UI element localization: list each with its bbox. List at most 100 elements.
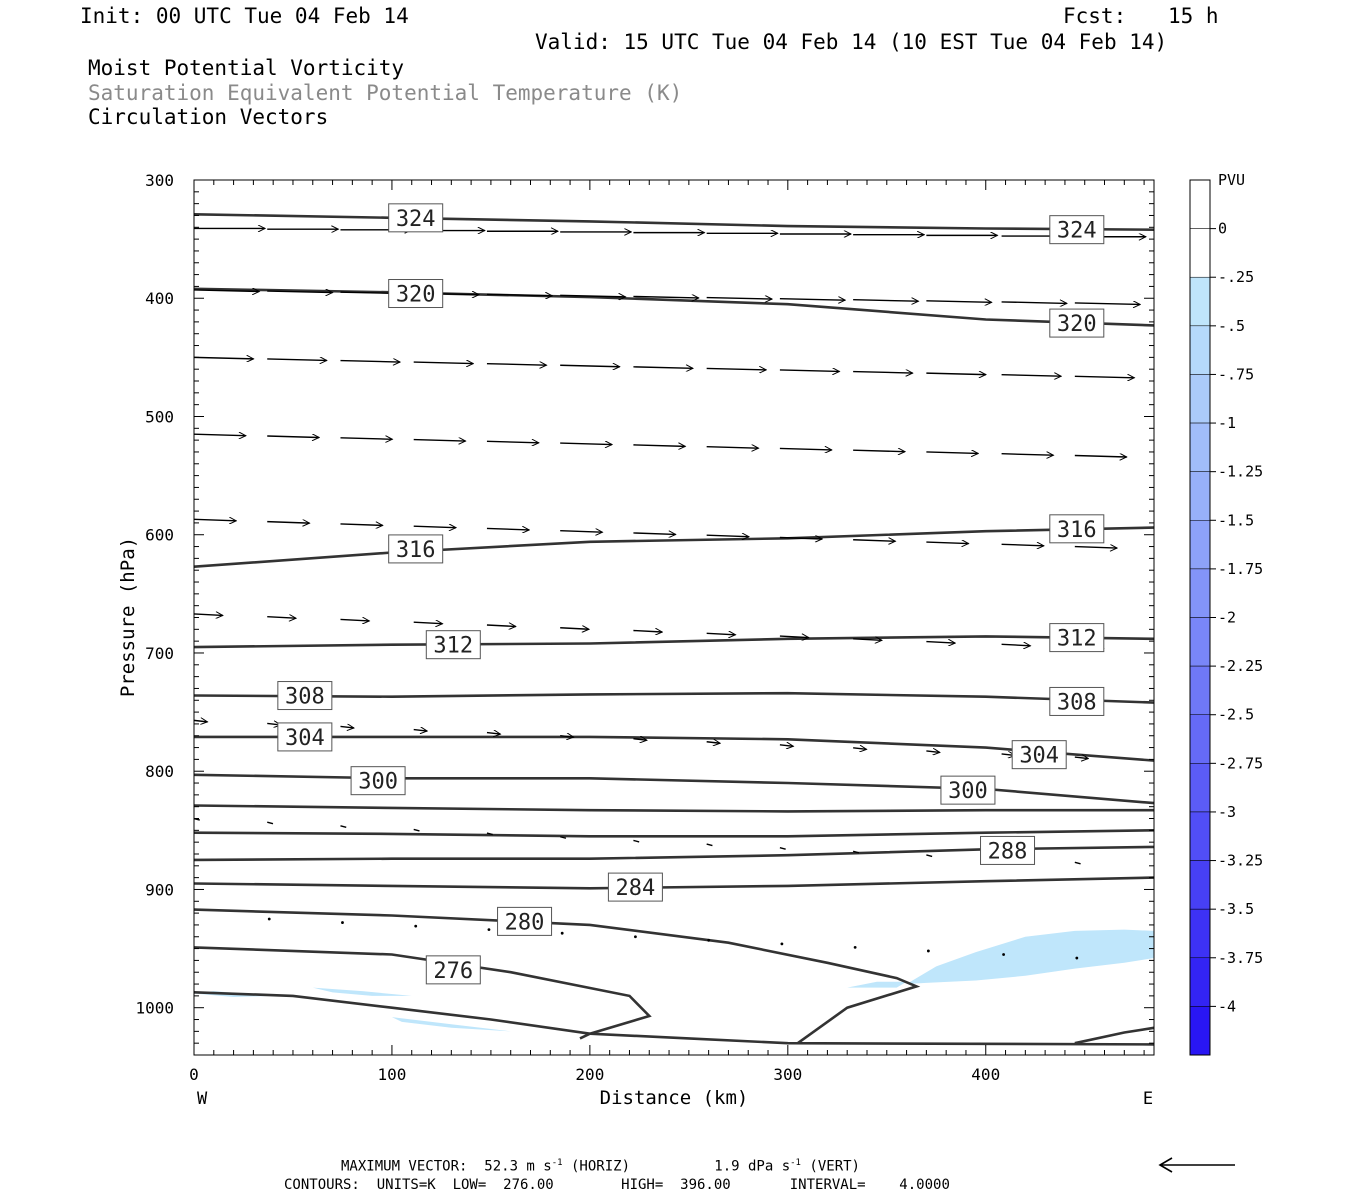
contour-label: 300 [948, 779, 988, 804]
colorbar-label: -1.25 [1218, 463, 1263, 481]
circulation-vector [1001, 644, 1031, 646]
contour-label: 308 [1057, 690, 1097, 715]
circulation-vector [267, 522, 309, 524]
circulation-vector [413, 828, 420, 832]
contour-label: 276 [433, 959, 473, 984]
contour-label-box [1049, 514, 1105, 544]
colorbar-segment [1189, 568, 1211, 618]
max-vector-text: MAXIMUM VECTOR: 52.3 m s-1 (HORIZ) 1.9 d… [341, 1158, 860, 1175]
circulation-vector [706, 447, 759, 449]
contour-label-box [980, 835, 1036, 865]
colorbar-segment [1189, 860, 1211, 910]
circulation-vector [560, 531, 602, 533]
circulation-vector [779, 636, 809, 638]
colorbar-label: -.5 [1218, 317, 1245, 335]
contour-label: 324 [396, 207, 436, 232]
pv-shade-region [847, 981, 907, 988]
colorbar-segment [1189, 665, 1211, 715]
circulation-vector [779, 448, 832, 450]
plot-frame [193, 179, 1155, 1056]
contour-label: 320 [1057, 312, 1097, 337]
circulation-vector [1001, 544, 1044, 546]
colorbar-label: -2.25 [1218, 657, 1263, 675]
circulation-vector [706, 535, 749, 537]
contour-label-box [1049, 308, 1105, 338]
colorbar-segment [1189, 179, 1211, 229]
circulation-vector [706, 298, 772, 300]
theta-e-contour-line [193, 287, 1155, 327]
circulation-vector [779, 537, 822, 539]
circulation-vector [267, 436, 319, 438]
contour-label: 288 [988, 839, 1028, 864]
x-tick-label: 400 [971, 1065, 1000, 1084]
circulation-vector [340, 361, 400, 363]
vector-dot [487, 928, 491, 932]
colorbar-segment [1189, 714, 1211, 764]
circulation-vector [340, 726, 353, 728]
axis-labels: Distance (km) Pressure (hPa) W E 300 400 5… [117, 171, 1153, 1109]
circulation-vector [926, 854, 933, 858]
contour-label: 312 [433, 634, 473, 659]
circulation-vector [1001, 302, 1067, 304]
colorbar-segment [1189, 325, 1211, 375]
vector-dot [414, 924, 418, 928]
colorbar: PVU 0 -.25 -.5 -.75 -1 -1.25 -1.5 -1.75 -2 -2.25 -2… [1189, 171, 1263, 1056]
circulation-vector [560, 836, 567, 839]
theta-e-contour-line [193, 773, 1155, 805]
colorbar-segment [1189, 374, 1211, 424]
pv-shading [194, 929, 1154, 1032]
circulation-vector [779, 299, 845, 301]
circulation-vector [779, 745, 793, 747]
x-tick-label: 200 [575, 1065, 604, 1084]
field-title-thetae: Saturation Equivalent Potential Temperat… [88, 81, 683, 105]
circulation-vector [340, 438, 392, 440]
circulation-vector [926, 373, 986, 375]
pv-shade-region [312, 987, 412, 996]
theta-e-contour-line [1074, 1026, 1155, 1045]
circulation-vector [486, 528, 529, 530]
circulation-vector [779, 847, 786, 850]
theta-e-contour-line [193, 804, 1154, 813]
circulation-vector [853, 639, 882, 641]
x-tick-label: 0 [189, 1065, 199, 1084]
y-tick-label: 800 [145, 762, 174, 781]
colorbar-label: -1 [1218, 414, 1236, 432]
contour-labels: 324 324 320 320 316 316 312 312 308 308 304 304 300 3… [277, 203, 1105, 985]
circulation-vector [926, 542, 968, 544]
colorbar-unit: PVU [1218, 171, 1245, 189]
vector-dot [267, 917, 271, 921]
circulation-vector [852, 850, 860, 854]
y-tick-label: 700 [145, 644, 174, 663]
circulation-vector [633, 367, 693, 369]
circulation-vector [853, 450, 905, 452]
circulation-vector [267, 821, 274, 825]
contour-label-box [388, 279, 444, 309]
contour-label: 300 [358, 770, 398, 795]
contour-label-box [1049, 623, 1105, 653]
colorbar-segment [1189, 228, 1211, 278]
circulation-vector [706, 368, 767, 370]
valid-time: Valid: 15 UTC Tue 04 Feb 14 (10 EST Tue … [535, 30, 1168, 54]
contour-label: 280 [505, 910, 545, 935]
contour-label: 304 [1019, 744, 1059, 769]
colorbar-label: -2 [1218, 609, 1236, 627]
field-title-mpv: Moist Potential Vorticity [88, 56, 405, 80]
circulation-vector [633, 839, 640, 843]
contour-label: 324 [1057, 219, 1097, 244]
circulation-vector [1074, 303, 1140, 305]
colorbar-segment [1189, 520, 1211, 570]
circulation-vector [267, 359, 327, 361]
circulation-vector [926, 301, 991, 303]
vector-dot [1002, 953, 1005, 956]
colorbar-segment [1189, 763, 1211, 813]
contour-label-box [425, 955, 481, 985]
x-tick-label: 300 [773, 1065, 802, 1084]
theta-e-contour-line [193, 991, 1155, 1046]
circulation-vector [267, 617, 296, 619]
colorbar-label: -3 [1218, 803, 1236, 821]
contour-label-box [350, 766, 406, 796]
circulation-vector [413, 362, 474, 364]
circulation-vector [926, 642, 955, 644]
field-title-vectors: Circulation Vectors [88, 105, 329, 129]
circulation-vector [560, 443, 612, 445]
